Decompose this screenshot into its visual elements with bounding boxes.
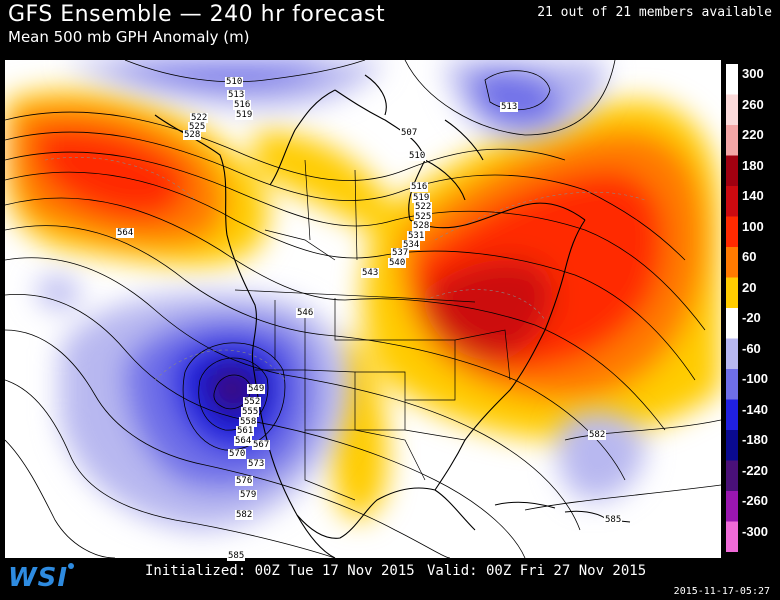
colorbar-label: 180: [742, 157, 764, 173]
colorbar-label: 20: [742, 279, 757, 295]
colorbar-swatch: [726, 369, 738, 400]
contour-label: 579: [239, 490, 258, 500]
contour-label: 525: [188, 122, 207, 132]
colorbar-swatch: [726, 64, 738, 95]
valid-time: Valid: 00Z Fri 27 Nov 2015: [427, 563, 647, 579]
colorbar-label: 100: [742, 218, 764, 234]
colorbar-label: -180: [742, 432, 769, 447]
colorbar-label: -140: [742, 401, 769, 417]
coastlines: [154, 74, 586, 558]
chart-title: GFS Ensemble — 240 hr forecast: [8, 2, 386, 27]
colorbar-swatch: [726, 338, 738, 369]
contour-label: 555: [241, 407, 260, 417]
contour-label: 570: [228, 449, 247, 459]
colorbar-label: -100: [742, 371, 769, 386]
logo-star-icon: [68, 563, 74, 569]
contour-label: 585: [604, 515, 623, 525]
contour-label: 564: [116, 228, 135, 238]
contour-label: 537: [391, 248, 410, 258]
contour-label: 582: [235, 510, 254, 520]
contour-label: 528: [412, 221, 431, 231]
members-available: 21 out of 21 members available: [537, 5, 772, 20]
contour-label: 507: [400, 128, 419, 138]
chart-subtitle: Mean 500 mb GPH Anomaly (m): [8, 28, 250, 46]
contour-label: 582: [588, 430, 607, 440]
borders: [234, 159, 511, 501]
contour-label: 540: [388, 258, 407, 268]
colorbar-swatch: [726, 308, 738, 339]
initialized-time: Initialized: 00Z Tue 17 Nov 2015: [145, 563, 415, 579]
colorbar-swatch: [726, 430, 738, 461]
colorbar-label: 60: [742, 249, 757, 264]
colorbar-swatch: [726, 125, 738, 156]
contour-label: 543: [361, 268, 380, 278]
contour-label: 522: [414, 202, 433, 212]
contour-label: 576: [235, 476, 254, 486]
colorbar-label: 140: [742, 188, 764, 203]
contour-label: 510: [225, 77, 244, 87]
colorbar-label: -20: [742, 310, 761, 325]
colorbar-swatch: [726, 216, 738, 247]
positive-anomaly-fill: [5, 90, 721, 520]
contour-label: 519: [412, 193, 431, 203]
colorbar: [726, 64, 738, 552]
anomaly-map: [5, 60, 721, 558]
generation-timestamp: 2015-11-17-05:27: [673, 586, 770, 597]
colorbar-swatch: [726, 186, 738, 217]
colorbar-swatch: [726, 399, 738, 430]
contour-label: 561: [236, 426, 255, 436]
contour-label: 573: [247, 459, 266, 469]
contour-label: 525: [414, 212, 433, 222]
colorbar-label: 220: [742, 127, 764, 142]
contour-label: 534: [402, 240, 421, 250]
colorbar-swatch: [726, 94, 738, 125]
contour-label: 552: [243, 397, 262, 407]
contour-label: 519: [235, 110, 254, 120]
height-contours: [5, 60, 721, 558]
contour-label: 528: [183, 130, 202, 140]
contour-label: 549: [247, 384, 266, 394]
contour-label: 516: [410, 182, 429, 192]
contour-label: 513: [500, 102, 519, 112]
colorbar-label: 260: [742, 96, 764, 112]
colorbar-swatch: [726, 277, 738, 308]
contour-label: 567: [252, 440, 271, 450]
contour-label: 585: [227, 551, 246, 561]
contour-label: 510: [408, 151, 427, 161]
colorbar-swatch: [726, 521, 738, 552]
colorbar-swatch: [726, 155, 738, 186]
contour-label: 531: [407, 231, 426, 241]
contour-label: 516: [233, 100, 252, 110]
colorbar-label: -60: [742, 340, 761, 356]
colorbar-label: -300: [742, 523, 769, 539]
colorbar-label: 300: [742, 66, 764, 81]
colorbar-swatch: [726, 460, 738, 491]
colorbar-swatch: [726, 491, 738, 522]
colorbar-label: -220: [742, 462, 769, 478]
contour-label: 513: [227, 90, 246, 100]
colorbar-label: -260: [742, 493, 769, 508]
contour-label: 522: [190, 113, 209, 123]
contour-label: 546: [296, 308, 315, 318]
colorbar-swatch: [726, 247, 738, 278]
contour-label: 564: [234, 436, 253, 446]
wsi-logo: WSI: [8, 563, 69, 593]
contour-label: 558: [239, 417, 258, 427]
